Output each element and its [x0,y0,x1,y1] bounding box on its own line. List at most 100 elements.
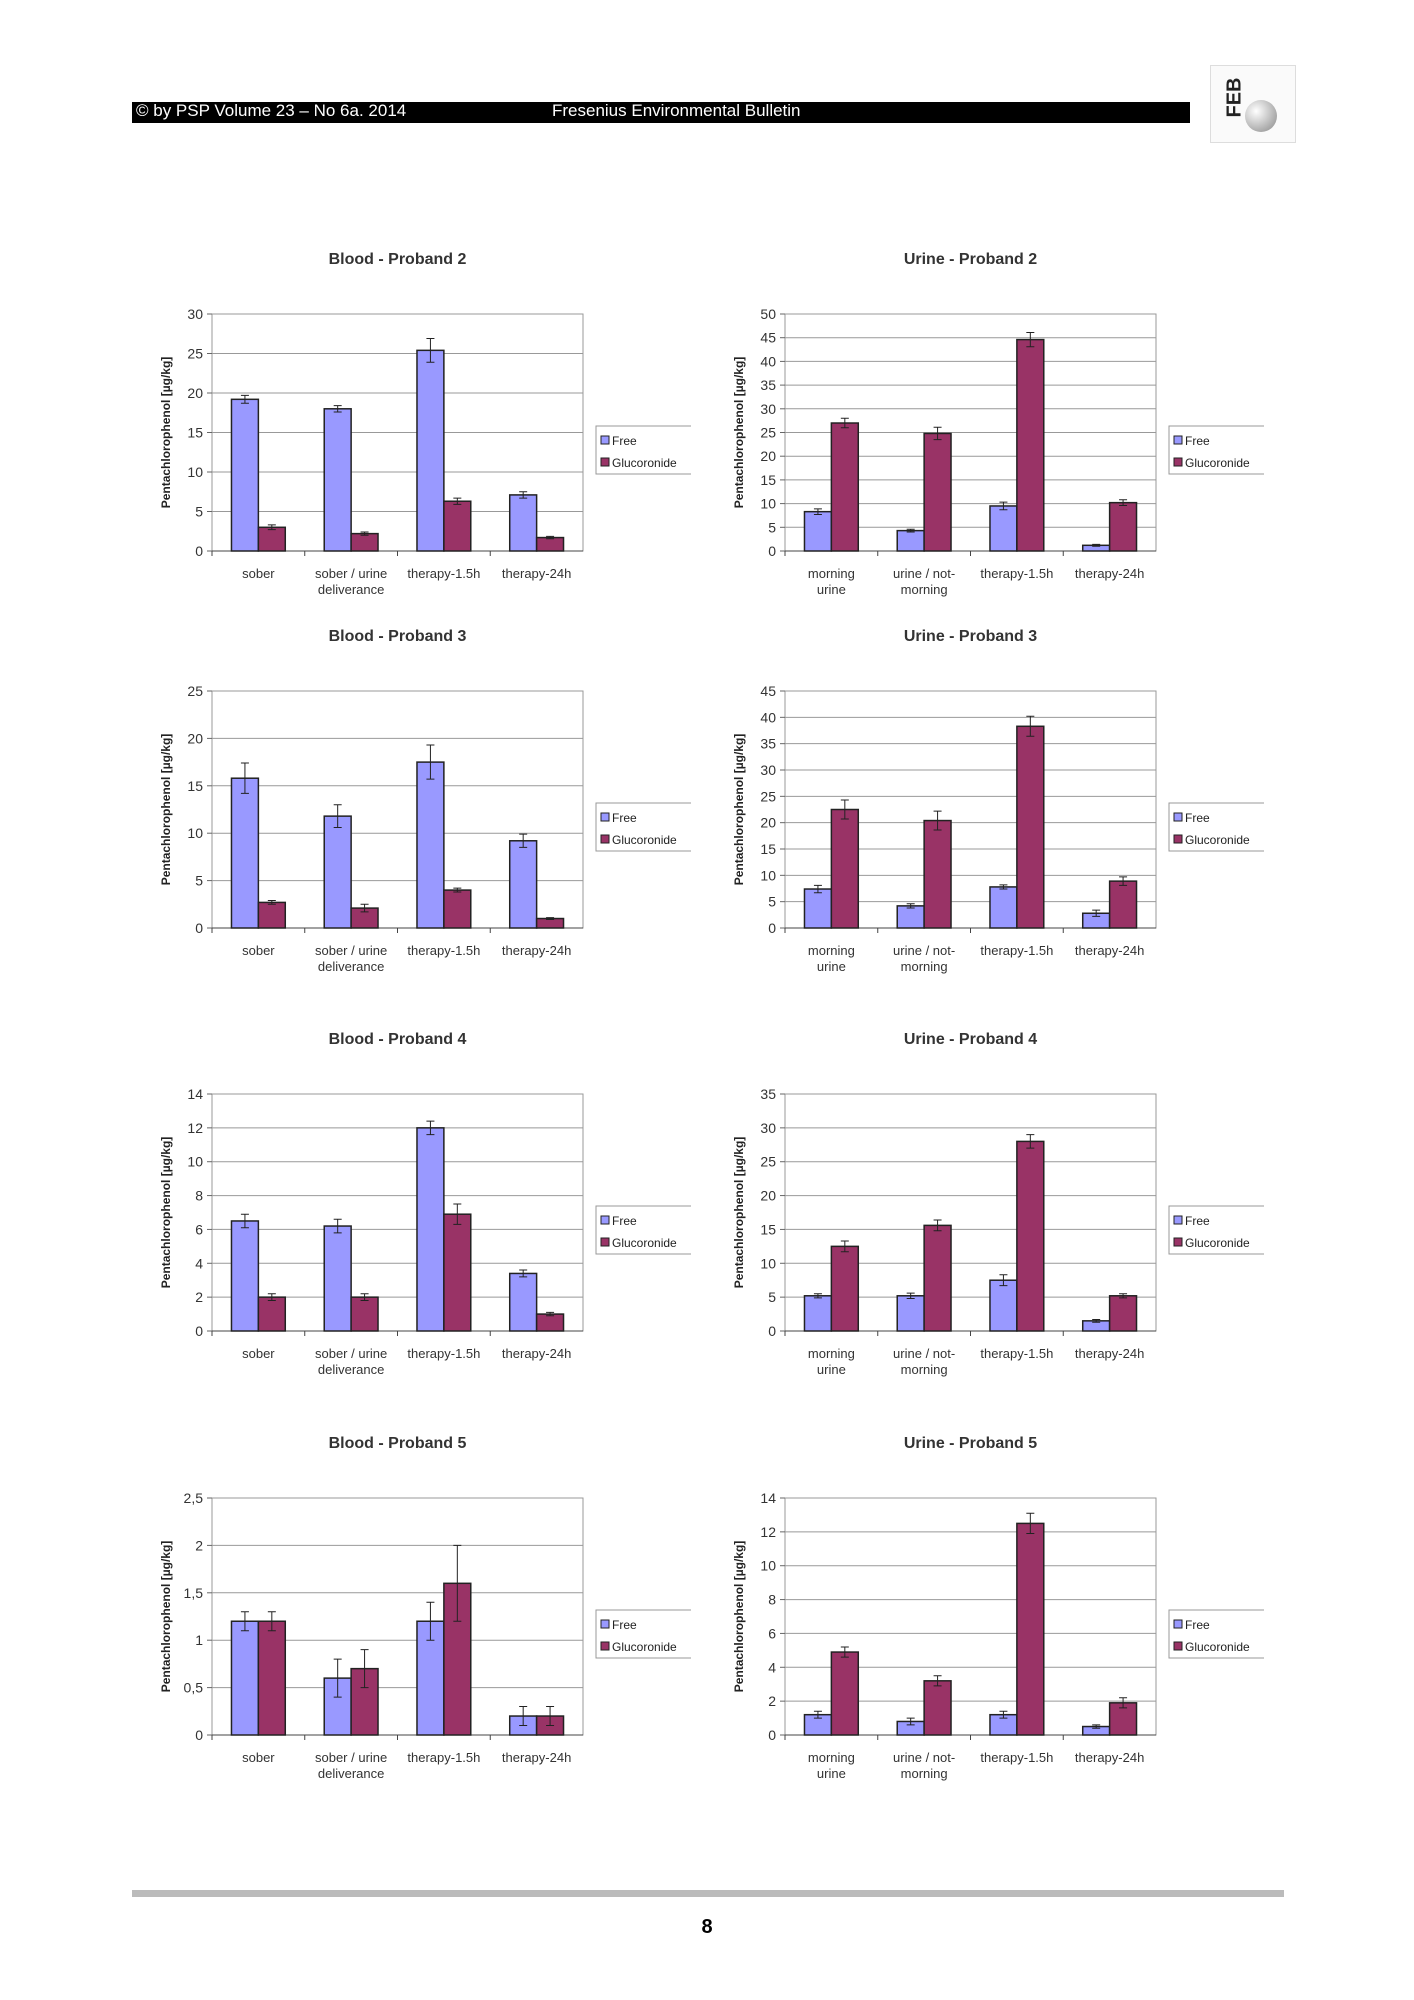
chart-title: Urine - Proband 3 [904,628,1037,645]
x-tick-label: therapy-1.5h [980,1346,1053,1361]
bar-glucoronide [1108,880,1138,929]
bar-free [230,398,260,552]
y-tick-label: 25 [760,788,776,804]
error-bar [1026,715,1035,737]
legend-swatch-free [1173,812,1183,822]
error-bar [840,1240,849,1253]
error-bar [906,528,915,533]
legend-label: Glucoronide [612,1640,677,1654]
x-tick-label: sober / urine [315,1750,387,1765]
error-bar [999,1710,1008,1719]
y-tick-label: 2 [195,1537,203,1553]
y-tick-label: 10 [760,1255,776,1271]
x-tick-label: morning [901,1362,948,1377]
error-bar [1092,1724,1101,1729]
x-tick-label: morning [901,1766,948,1781]
y-tick-label: 4 [195,1255,203,1271]
legend-label: Glucoronide [612,833,677,847]
error-bar [813,884,822,894]
error-bar [1119,876,1128,886]
y-tick-label: 20 [760,448,776,464]
x-tick-label: deliverance [318,1766,385,1781]
error-bar [453,1203,462,1225]
x-tick-label: therapy-1.5h [980,1750,1053,1765]
bar-free [896,905,925,929]
error-bar [840,799,849,820]
x-tick-label: therapy-1.5h [407,943,480,958]
y-tick-label: 12 [760,1524,776,1540]
y-tick-label: 4 [768,1659,776,1675]
y-tick-label: 20 [187,730,203,746]
error-bar [519,491,528,499]
bar-glucoronide [830,808,860,929]
bar-chart-1: Blood - Proband 2 Pentachlorophenol [µg/k… [154,250,691,602]
chart-svg: Blood - Proband 4 Pentachlorophenol [µg/k… [159,1031,691,1377]
bar-free [323,1225,352,1332]
y-tick-label: 0 [768,543,776,559]
y-axis-label: Pentachlorophenol [µg/kg] [159,357,173,509]
x-tick-label: deliverance [318,1362,385,1377]
error-bar [360,1649,369,1689]
logo-sphere-icon [1245,100,1277,132]
x-tick-label: therapy-1.5h [407,566,480,581]
y-axis-label: Pentachlorophenol [µg/kg] [159,1137,173,1289]
y-tick-label: 15 [760,472,776,488]
x-tick-label: urine [817,1766,846,1781]
legend-box [595,425,691,475]
page-number: 8 [701,1916,713,1938]
error-bar [999,884,1008,890]
x-tick-label: urine [817,1362,846,1377]
bar-glucoronide [923,819,952,929]
bar-free [508,840,538,929]
legend-box [595,1609,691,1659]
error-bar [813,1710,822,1719]
bar-glucoronide [1016,725,1045,929]
y-tick-label: 10 [187,464,203,480]
y-tick-label: 30 [760,401,776,417]
x-tick-label: therapy-24h [1075,943,1144,958]
error-bar [1119,1293,1128,1299]
y-tick-label: 0 [195,1323,203,1339]
y-tick-label: 20 [760,1188,776,1204]
bar-chart-8: Urine - Proband 5 Pentachlorophenol [µg/k… [727,1434,1264,1786]
legend-swatch-glucoronide [1173,1237,1183,1247]
y-tick-label: 14 [187,1086,203,1102]
x-tick-label: morning [808,1346,855,1361]
legend-swatch-glucoronide [600,1641,610,1651]
x-tick-label: urine / not- [893,1750,955,1765]
legend-label: Glucoronide [1185,833,1250,847]
legend-label: Glucoronide [1185,456,1250,470]
error-bar [999,1274,1008,1287]
y-tick-label: 2 [195,1289,203,1305]
chart-title: Blood - Proband 4 [329,1031,467,1048]
x-tick-label: therapy-1.5h [407,1346,480,1361]
y-tick-label: 45 [760,683,776,699]
bar-free [989,886,1018,929]
x-tick-label: urine / not- [893,943,955,958]
chart-svg: Blood - Proband 2 Pentachlorophenol [µg/k… [159,251,691,597]
error-bar [1026,1134,1035,1149]
error-bar [333,405,342,413]
x-tick-label: sober [242,943,275,958]
legend-box [1168,1205,1264,1255]
legend-label: Free [1185,811,1210,825]
x-tick-label: urine / not- [893,566,955,581]
y-tick-label: 5 [768,519,776,535]
y-tick-label: 10 [187,1154,203,1170]
error-bar [906,903,915,909]
bar-chart-4: Urine - Proband 3 Pentachlorophenol [µg/k… [727,627,1264,979]
bar-chart-3: Blood - Proband 3 Pentachlorophenol [µg/k… [154,627,691,979]
y-tick-label: 45 [760,330,776,346]
bar-chart-2: Urine - Proband 2 Pentachlorophenol [µg/k… [727,250,1264,602]
x-tick-label: sober / urine [315,943,387,958]
error-bar [1119,1697,1128,1709]
bar-glucoronide [257,526,287,552]
bar-glucoronide [1108,1295,1138,1332]
x-tick-label: therapy-24h [1075,1346,1144,1361]
x-tick-label: therapy-24h [502,1346,571,1361]
bar-glucoronide [1016,1140,1045,1332]
chart-svg: Blood - Proband 5 Pentachlorophenol [µg/k… [159,1435,691,1781]
bar-glucoronide [535,1313,565,1332]
legend-swatch-free [600,435,610,445]
y-tick-label: 10 [760,1558,776,1574]
